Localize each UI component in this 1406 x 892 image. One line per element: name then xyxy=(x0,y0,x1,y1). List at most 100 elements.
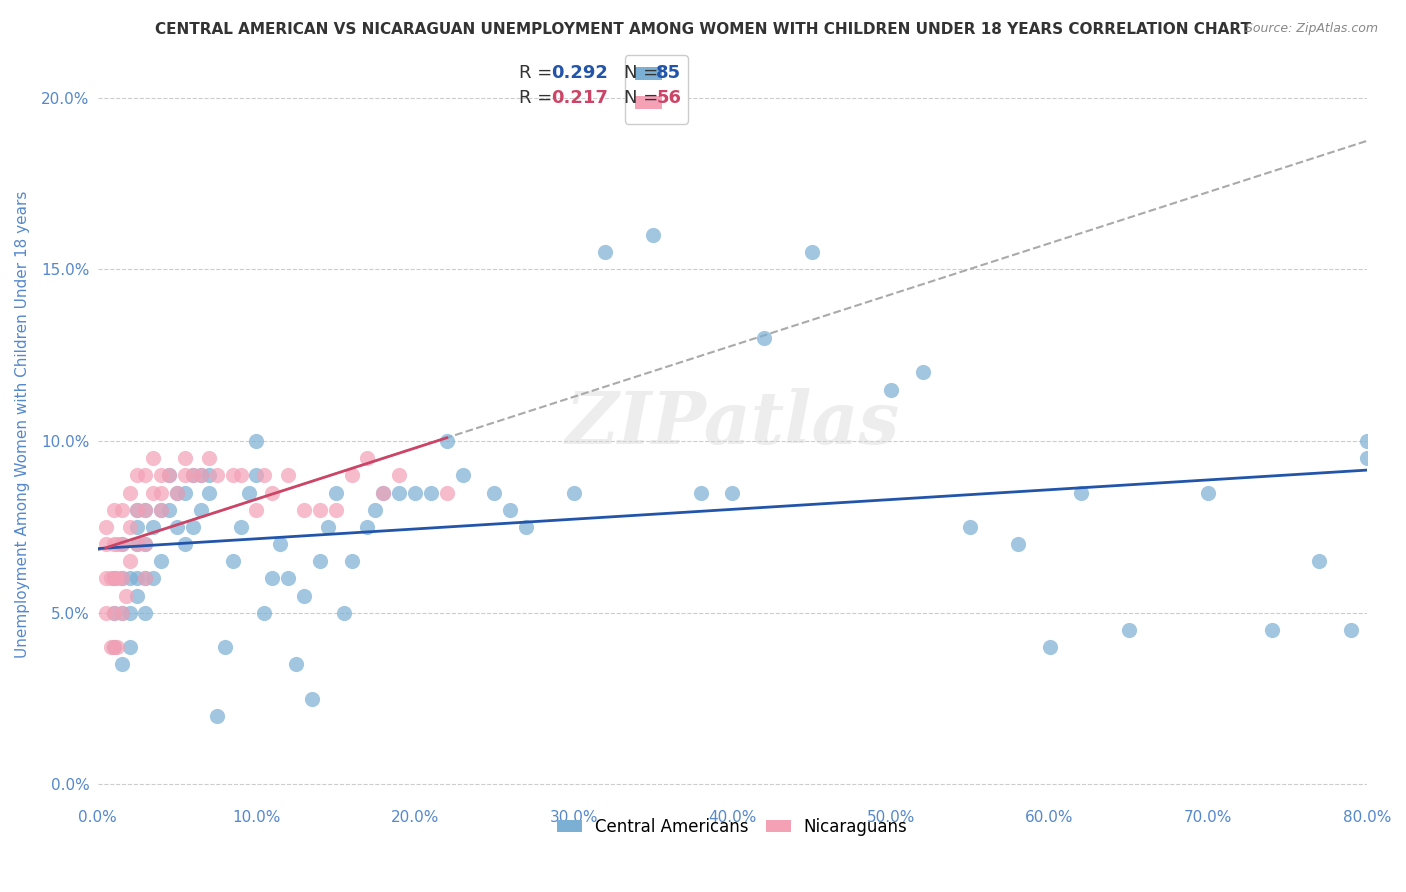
Point xyxy=(1118,623,1140,637)
Point xyxy=(292,502,315,516)
Point xyxy=(142,520,165,534)
Point xyxy=(134,502,156,516)
Point xyxy=(800,245,823,260)
Point xyxy=(340,468,363,483)
Point xyxy=(198,485,221,500)
Point xyxy=(262,571,284,585)
Point xyxy=(118,606,141,620)
Point xyxy=(166,520,188,534)
Point xyxy=(388,468,411,483)
Point xyxy=(484,485,506,500)
Point xyxy=(325,485,347,500)
Point xyxy=(115,589,138,603)
Point xyxy=(499,502,522,516)
Text: R =: R = xyxy=(519,88,558,106)
Point xyxy=(205,708,228,723)
Point xyxy=(205,468,228,483)
Legend: Central Americans, Nicaraguans: Central Americans, Nicaraguans xyxy=(547,808,918,847)
Point xyxy=(221,554,243,568)
Point xyxy=(181,468,204,483)
Point xyxy=(1340,623,1362,637)
Point xyxy=(181,468,204,483)
Point xyxy=(103,640,125,654)
Point xyxy=(1197,485,1219,500)
Point xyxy=(373,485,395,500)
Point xyxy=(515,520,537,534)
Point xyxy=(301,691,323,706)
Point xyxy=(190,502,212,516)
Point xyxy=(229,520,252,534)
Point xyxy=(1038,640,1060,654)
Point xyxy=(1260,623,1282,637)
Point xyxy=(174,468,197,483)
Point xyxy=(262,485,284,500)
Point xyxy=(100,571,122,585)
Point xyxy=(689,485,711,500)
Point xyxy=(118,640,141,654)
Point xyxy=(110,502,132,516)
Point xyxy=(150,502,173,516)
Point xyxy=(150,554,173,568)
Point xyxy=(190,468,212,483)
Point xyxy=(134,537,156,551)
Point xyxy=(103,640,125,654)
Point xyxy=(110,606,132,620)
Point xyxy=(150,502,173,516)
Point xyxy=(721,485,744,500)
Point xyxy=(277,468,299,483)
Point xyxy=(127,468,149,483)
Point xyxy=(142,571,165,585)
Point xyxy=(174,485,197,500)
Point xyxy=(959,520,981,534)
Point xyxy=(309,554,332,568)
Point xyxy=(103,537,125,551)
Text: ZIPatlas: ZIPatlas xyxy=(565,388,900,459)
Point xyxy=(174,451,197,466)
Point xyxy=(562,485,585,500)
Point xyxy=(214,640,236,654)
Point xyxy=(134,571,156,585)
Point xyxy=(595,245,617,260)
Point xyxy=(166,485,188,500)
Point xyxy=(253,468,276,483)
Point xyxy=(103,571,125,585)
Point xyxy=(174,537,197,551)
Point xyxy=(356,451,378,466)
Point xyxy=(105,537,128,551)
Point xyxy=(253,606,276,620)
Point xyxy=(332,606,354,620)
Point xyxy=(94,520,117,534)
Point xyxy=(118,520,141,534)
Point xyxy=(325,502,347,516)
Point xyxy=(127,537,149,551)
Point xyxy=(103,571,125,585)
Point xyxy=(127,537,149,551)
Point xyxy=(134,606,156,620)
Point xyxy=(103,606,125,620)
Point xyxy=(105,640,128,654)
Point xyxy=(309,502,332,516)
Point xyxy=(110,537,132,551)
Point xyxy=(110,537,132,551)
Point xyxy=(103,606,125,620)
Point xyxy=(245,434,267,448)
Point xyxy=(118,571,141,585)
Point xyxy=(404,485,426,500)
Text: CENTRAL AMERICAN VS NICARAGUAN UNEMPLOYMENT AMONG WOMEN WITH CHILDREN UNDER 18 Y: CENTRAL AMERICAN VS NICARAGUAN UNEMPLOYM… xyxy=(155,22,1251,37)
Text: 0.217: 0.217 xyxy=(551,88,607,106)
Text: N =: N = xyxy=(624,88,665,106)
Text: Source: ZipAtlas.com: Source: ZipAtlas.com xyxy=(1244,22,1378,36)
Point xyxy=(142,485,165,500)
Point xyxy=(388,485,411,500)
Point xyxy=(1308,554,1330,568)
Point xyxy=(221,468,243,483)
Point xyxy=(292,589,315,603)
Point xyxy=(134,502,156,516)
Point xyxy=(105,571,128,585)
Point xyxy=(245,502,267,516)
Point xyxy=(103,502,125,516)
Point xyxy=(134,537,156,551)
Point xyxy=(157,468,180,483)
Point xyxy=(436,434,458,448)
Point xyxy=(245,468,267,483)
